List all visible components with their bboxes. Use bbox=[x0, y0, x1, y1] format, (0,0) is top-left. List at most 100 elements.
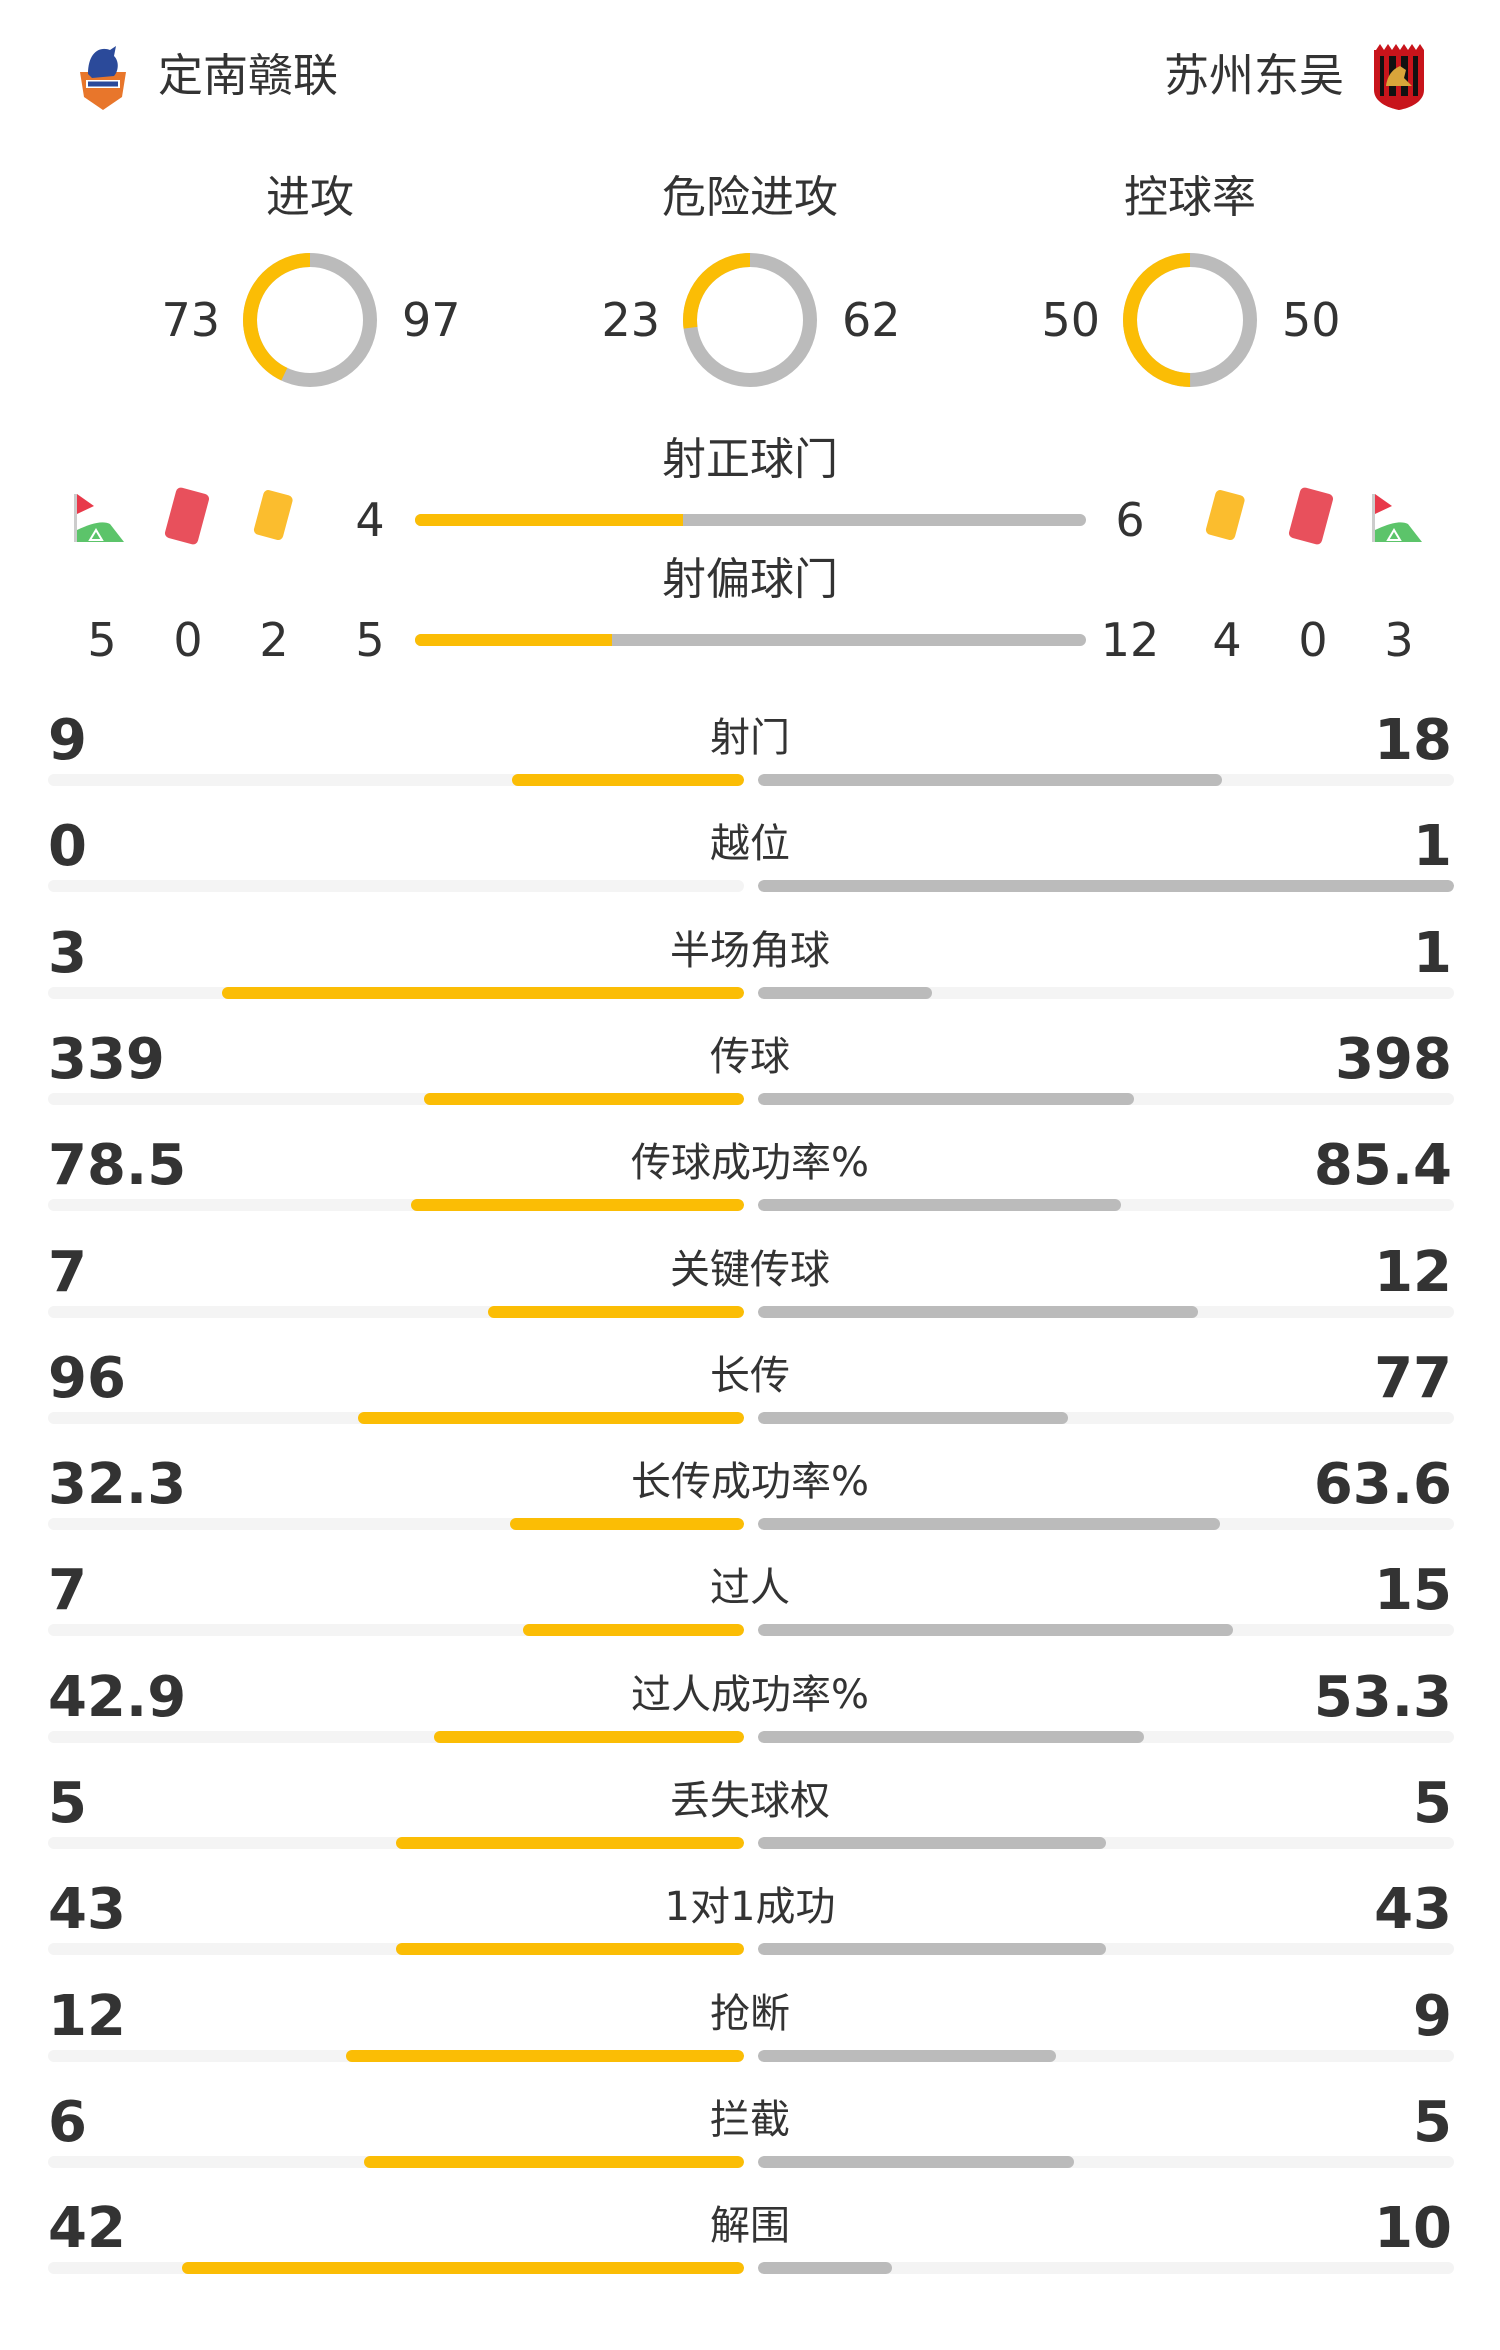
stat-away-bar bbox=[758, 1943, 1106, 1956]
stat-away-track bbox=[758, 1624, 1454, 1637]
circle-home-value: 23 bbox=[601, 293, 660, 347]
stat-away-track bbox=[758, 2049, 1454, 2062]
stat-home-bar bbox=[222, 986, 744, 999]
stat-home-value: 5 bbox=[48, 1771, 87, 1836]
stat-away-bar bbox=[758, 1305, 1198, 1318]
circle-home-value: 73 bbox=[161, 293, 220, 347]
home-team-name: 定南赣联 bbox=[158, 49, 339, 102]
shots-off-target-home-fill bbox=[415, 634, 613, 646]
stat-away-track bbox=[758, 986, 1454, 999]
red-card-icon bbox=[160, 484, 216, 548]
stat-home-value: 0 bbox=[48, 814, 87, 880]
stat-label: 1对1成功 bbox=[664, 1884, 836, 1931]
circle-away-value: 62 bbox=[842, 293, 901, 347]
donut-home-arc bbox=[683, 253, 817, 387]
stat-home-value: 339 bbox=[48, 1026, 165, 1092]
stat-away-bar bbox=[758, 986, 932, 999]
stat-away-bar bbox=[758, 1092, 1134, 1105]
stat-away-track bbox=[758, 1837, 1454, 1849]
stat-away-track bbox=[758, 1305, 1454, 1318]
circle-title: 进攻 bbox=[266, 172, 354, 223]
stat-label: 长传成功率% bbox=[630, 1459, 869, 1506]
donut-chart bbox=[243, 253, 377, 387]
stat-home-value: 42.9 bbox=[48, 1664, 187, 1730]
stat-home-track bbox=[48, 2155, 744, 2168]
home-team-logo bbox=[70, 42, 136, 112]
stat-home-track bbox=[48, 1411, 744, 1424]
stat-home-track bbox=[48, 1624, 744, 1637]
stat-away-value: 15 bbox=[1374, 1558, 1452, 1624]
away-team-logo bbox=[1366, 42, 1432, 112]
stat-away-track bbox=[758, 1092, 1454, 1105]
stat-away-bar bbox=[758, 774, 1222, 786]
stat-home-bar bbox=[396, 1943, 744, 1956]
stat-away-track bbox=[758, 1518, 1454, 1531]
home-red-cards: 0 bbox=[173, 613, 203, 667]
stat-away-bar bbox=[758, 2155, 1075, 2168]
stat-home-bar bbox=[410, 1199, 744, 1212]
stat-home-value: 7 bbox=[48, 1558, 87, 1624]
shots-on-target-label: 射正球门 bbox=[662, 434, 838, 485]
stat-away-value: 53.3 bbox=[1313, 1664, 1452, 1730]
red-card-icon bbox=[1284, 484, 1340, 548]
corner-flag-icon bbox=[1370, 488, 1426, 552]
shots-off-target-label: 射偏球门 bbox=[662, 554, 838, 605]
stat-home-bar bbox=[181, 2262, 744, 2275]
stat-home-track bbox=[48, 774, 744, 786]
stat-away-value: 12 bbox=[1374, 1239, 1452, 1305]
stat-label: 半场角球 bbox=[670, 927, 830, 974]
stat-away-bar bbox=[758, 1624, 1233, 1637]
stat-home-bar bbox=[522, 1624, 744, 1637]
stat-home-bar bbox=[396, 1837, 744, 1849]
shots-off-target-away: 12 bbox=[1100, 613, 1160, 667]
shots-off-target-home: 5 bbox=[355, 613, 385, 667]
circle-title: 控球率 bbox=[1124, 172, 1256, 223]
stat-away-bar bbox=[758, 1837, 1106, 1849]
stat-home-bar bbox=[512, 774, 744, 786]
away-red-cards: 0 bbox=[1298, 613, 1328, 667]
stat-home-value: 32.3 bbox=[48, 1452, 187, 1518]
stat-home-value: 6 bbox=[48, 2089, 87, 2155]
stat-label: 过人成功率% bbox=[630, 1671, 869, 1718]
stat-home-track bbox=[48, 2049, 744, 2062]
stat-label: 丢失球权 bbox=[670, 1778, 830, 1824]
circle-away-value: 97 bbox=[402, 293, 461, 347]
stat-label: 关键传球 bbox=[670, 1246, 830, 1293]
stat-home-bar bbox=[364, 2155, 744, 2168]
stat-home-value: 9 bbox=[48, 708, 87, 773]
stat-away-value: 77 bbox=[1374, 1345, 1452, 1411]
stat-label: 抢断 bbox=[710, 1990, 790, 2037]
stat-away-value: 85.4 bbox=[1313, 1133, 1452, 1199]
stat-label: 传球 bbox=[710, 1033, 790, 1080]
stat-home-track bbox=[48, 880, 744, 893]
yellow-card-icon bbox=[1198, 484, 1254, 548]
stat-home-track bbox=[48, 1837, 744, 1849]
stat-home-track bbox=[48, 2262, 744, 2275]
shots-on-target-home: 4 bbox=[355, 493, 385, 547]
shots-on-target-away: 6 bbox=[1115, 493, 1145, 547]
stat-home-bar bbox=[346, 2049, 744, 2062]
stat-label: 长传 bbox=[710, 1352, 790, 1399]
stat-away-bar bbox=[758, 1199, 1121, 1212]
stat-away-value: 398 bbox=[1335, 1026, 1452, 1092]
stat-away-value: 18 bbox=[1374, 708, 1452, 773]
donut-chart bbox=[1123, 253, 1257, 387]
stat-away-bar bbox=[758, 2262, 892, 2275]
stat-label: 射门 bbox=[710, 715, 790, 761]
stat-home-track bbox=[48, 1092, 744, 1105]
stat-home-value: 7 bbox=[48, 1239, 87, 1305]
shots-on-target-home-fill bbox=[415, 514, 684, 526]
stat-away-track bbox=[758, 2155, 1454, 2168]
away-team-name: 苏州东吴 bbox=[1163, 49, 1344, 102]
stat-away-bar bbox=[758, 1411, 1068, 1424]
stat-away-value: 1 bbox=[1413, 920, 1452, 986]
donut-home-arc bbox=[243, 253, 377, 387]
stat-home-bar bbox=[509, 1518, 744, 1531]
yellow-card-icon bbox=[246, 484, 302, 548]
stat-away-track bbox=[758, 1730, 1454, 1743]
stat-away-value: 1 bbox=[1413, 814, 1452, 880]
stat-away-track bbox=[758, 1199, 1454, 1212]
stat-home-track bbox=[48, 1730, 744, 1743]
donut-home-arc bbox=[1123, 253, 1257, 387]
stat-away-value: 9 bbox=[1413, 1983, 1452, 2049]
